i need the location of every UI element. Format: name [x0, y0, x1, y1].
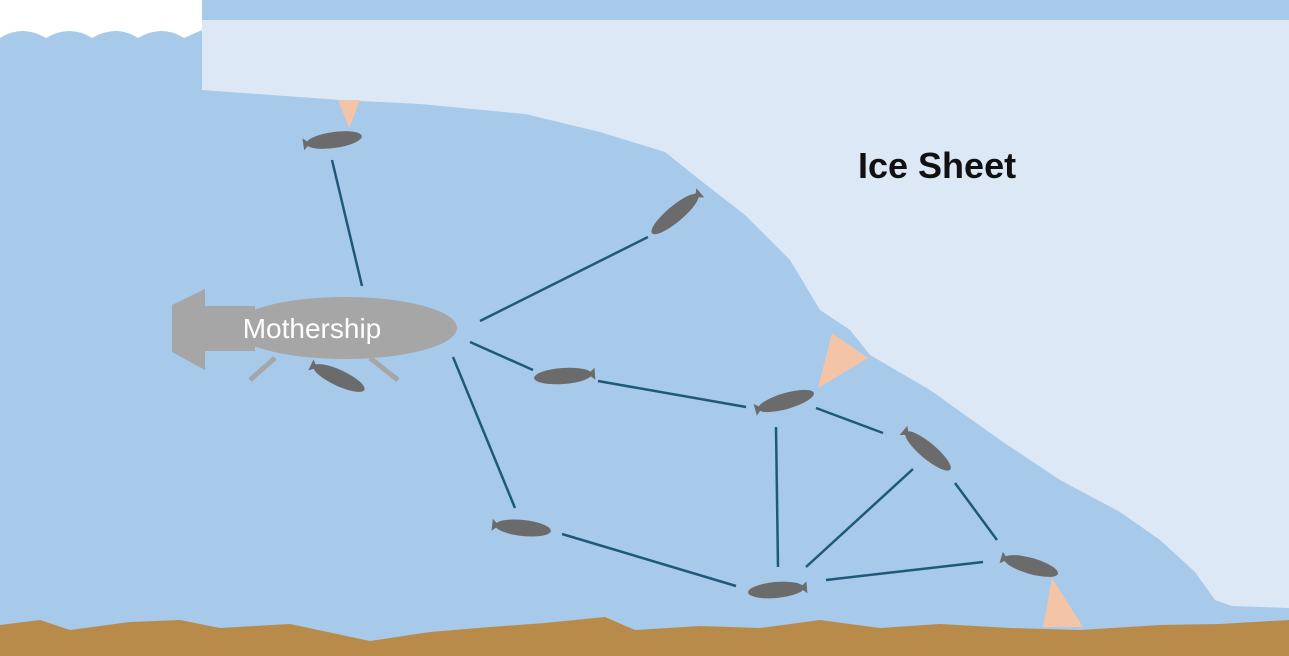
acoustic-network-links	[330, 159, 999, 588]
mothership: Mothership	[172, 289, 457, 370]
link-mothership-mid-auv	[469, 340, 534, 372]
auv-lower-left	[491, 518, 551, 537]
ice-sheet	[202, 20, 1289, 608]
link-lower-bottom	[561, 532, 737, 588]
auv-hub	[753, 389, 814, 416]
sea-surface-waves	[0, 0, 202, 38]
mothership-legs	[248, 356, 400, 382]
link-bottom-seabed	[825, 560, 984, 582]
auv-under-ice-top	[302, 131, 362, 151]
auv-fleet	[302, 131, 1059, 599]
auv-seabed-right	[999, 551, 1059, 577]
link-hub-bottom	[774, 426, 780, 568]
ice-sheet-label: Ice Sheet	[858, 145, 1016, 186]
link-mothership-upper-auv	[479, 235, 649, 323]
link-right-seabed	[953, 482, 999, 541]
link-mid-hub	[597, 379, 747, 409]
auv-right	[899, 425, 951, 471]
link-hub-right	[815, 406, 884, 435]
auv-mid	[534, 367, 596, 385]
mothership-tail	[172, 289, 205, 370]
mothership-hull	[233, 297, 457, 359]
auv-bottom	[748, 581, 808, 599]
sensor-beam-ice-edge	[818, 333, 868, 388]
mothership-label: Mothership	[243, 313, 382, 344]
sensor-beam-under-ice	[338, 100, 360, 128]
link-mothership-top-auv	[330, 159, 364, 287]
sensor-beam-seabed	[1043, 578, 1083, 627]
seabed	[0, 617, 1289, 656]
auv-ice-edge-upper	[651, 188, 705, 235]
link-mothership-lower-auv	[451, 356, 517, 509]
link-right-bottom	[805, 468, 914, 568]
auv-docking	[308, 359, 365, 392]
